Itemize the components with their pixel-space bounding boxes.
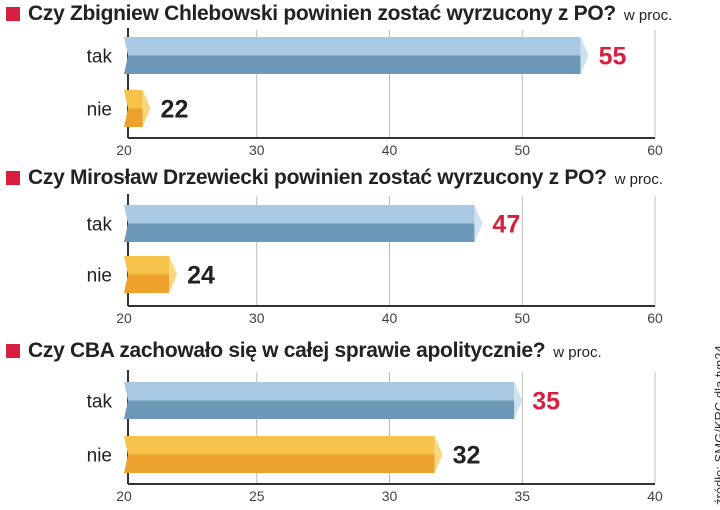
bar-tip — [434, 436, 443, 473]
category-label: nie — [87, 266, 112, 287]
tick-label: 30 — [382, 488, 398, 504]
bar-bottom-face — [124, 400, 515, 419]
bullet-square-icon — [6, 344, 20, 358]
bar-bottom-face — [124, 274, 170, 293]
source-note: źródło: SMG/KRC dla tvn24 — [712, 345, 720, 505]
tick-label: 60 — [647, 310, 663, 326]
bar-tip — [169, 256, 178, 293]
tick-label: 50 — [514, 310, 530, 326]
bar-tip — [580, 37, 589, 74]
tick-label: 40 — [647, 488, 663, 504]
value-label: 55 — [599, 43, 627, 71]
tick-label: 60 — [647, 142, 663, 158]
tick-label: 20 — [116, 142, 132, 158]
bar-bottom-face — [124, 454, 435, 473]
value-label: 32 — [453, 442, 481, 470]
chart-title-3: Czy CBA zachowało się w całej sprawie ap… — [6, 339, 602, 363]
bar-tip — [142, 90, 151, 127]
bar-bottom-face — [124, 55, 581, 74]
category-label: tak — [87, 392, 113, 413]
bar-top-face — [124, 382, 515, 401]
tick-label: 20 — [116, 310, 132, 326]
tick-label: 40 — [382, 142, 398, 158]
category-label: nie — [87, 100, 112, 121]
bar-top-face — [124, 436, 435, 455]
tick-label: 20 — [116, 488, 132, 504]
chart-title-2: Czy Mirosław Drzewiecki powinien zostać … — [6, 166, 663, 190]
category-label: nie — [87, 446, 112, 467]
tick-label: 40 — [382, 310, 398, 326]
tick-label: 25 — [249, 488, 265, 504]
value-label: 35 — [532, 388, 560, 416]
value-label: 22 — [161, 96, 189, 124]
category-label: tak — [87, 47, 113, 68]
value-label: 47 — [492, 211, 520, 239]
bar-top-face — [124, 205, 475, 224]
tick-label: 35 — [514, 488, 530, 504]
bar-tip — [474, 205, 483, 242]
bullet-square-icon — [6, 7, 20, 21]
tick-label: 50 — [514, 142, 530, 158]
tick-label: 30 — [249, 310, 265, 326]
bar-tip — [514, 382, 523, 419]
bar-top-face — [124, 90, 143, 109]
bar-top-face — [124, 256, 170, 275]
chart-title-1: Czy Zbigniew Chlebowski powinien zostać … — [6, 2, 672, 26]
bar-bottom-face — [124, 108, 143, 127]
bar-bottom-face — [124, 223, 475, 242]
value-label: 24 — [187, 262, 215, 290]
tick-label: 30 — [249, 142, 265, 158]
bar-top-face — [124, 37, 581, 56]
bullet-square-icon — [6, 171, 20, 185]
category-label: tak — [87, 215, 113, 236]
